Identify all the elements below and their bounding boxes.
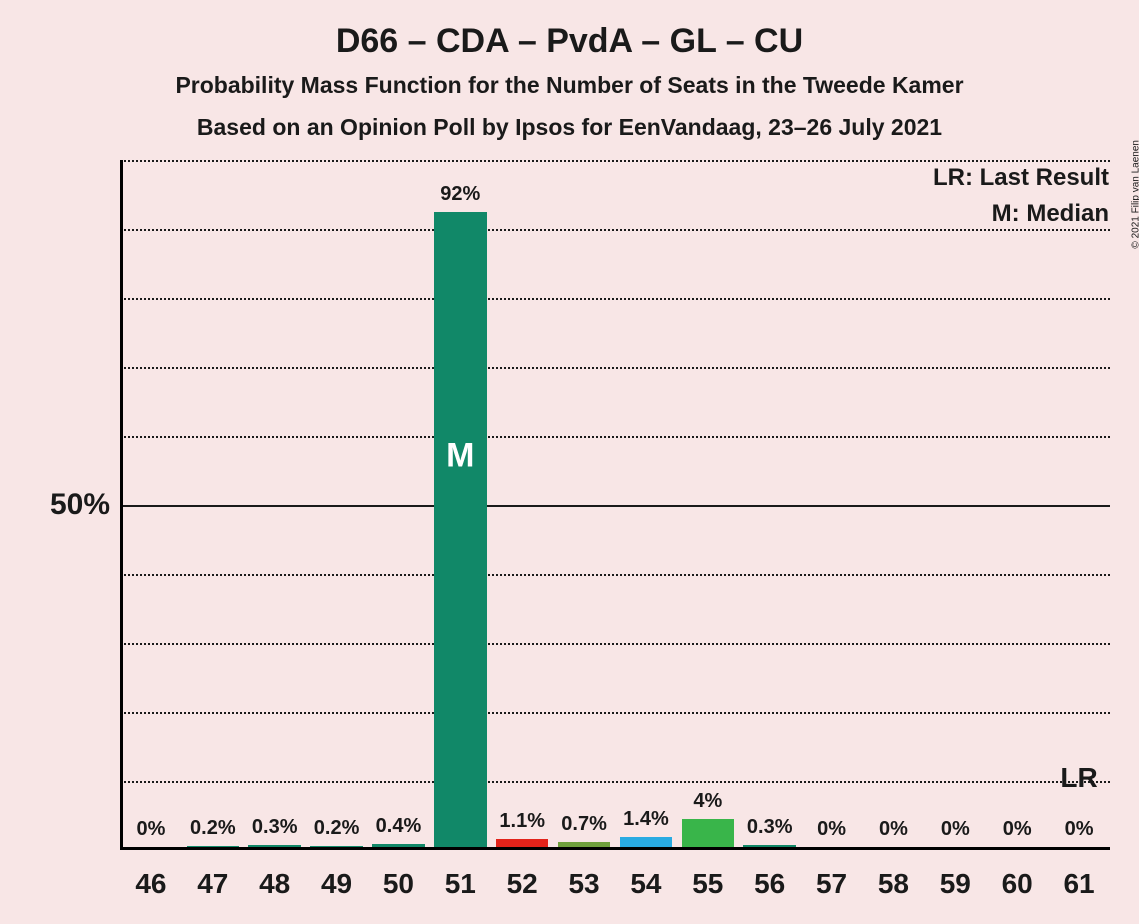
chart-subtitle-2: Based on an Opinion Poll by Ipsos for Ee…: [0, 114, 1139, 141]
bar: [743, 845, 796, 847]
gridline: [120, 643, 1110, 645]
bar-value-label: 0%: [879, 818, 908, 841]
xtick-label: 52: [507, 868, 538, 900]
xtick-label: 59: [940, 868, 971, 900]
bar-value-label: 0.3%: [252, 816, 298, 839]
bar: [248, 845, 301, 847]
x-axis: [120, 847, 1110, 850]
xtick-label: 61: [1063, 868, 1094, 900]
bar-value-label: 0%: [1003, 818, 1032, 841]
xtick-label: 55: [692, 868, 723, 900]
bar: [496, 839, 549, 847]
median-marker: M: [446, 437, 474, 476]
bar: [558, 842, 611, 847]
xtick-label: 49: [321, 868, 352, 900]
bar-value-label: 0%: [817, 818, 846, 841]
gridline: [120, 505, 1110, 507]
bar-value-label: 0.3%: [747, 816, 793, 839]
chart-subtitle-1: Probability Mass Function for the Number…: [0, 72, 1139, 99]
bar-value-label: 92%: [440, 183, 480, 206]
plot-area: [120, 160, 1110, 850]
bar-value-label: 1.4%: [623, 808, 669, 831]
bar: [434, 212, 487, 847]
bar-value-label: 0.4%: [376, 815, 422, 838]
bar-value-label: 0.2%: [314, 817, 360, 840]
gridline: [120, 436, 1110, 438]
gridline: [120, 781, 1110, 783]
xtick-label: 54: [630, 868, 661, 900]
xtick-label: 50: [383, 868, 414, 900]
xtick-label: 58: [878, 868, 909, 900]
gridline: [120, 712, 1110, 714]
xtick-label: 48: [259, 868, 290, 900]
bar-value-label: 4%: [693, 790, 722, 813]
bar: [620, 837, 673, 847]
y-axis: [120, 160, 123, 850]
gridline: [120, 574, 1110, 576]
bar-value-label: 0%: [941, 818, 970, 841]
bar-value-label: 1.1%: [499, 810, 545, 833]
xtick-label: 56: [754, 868, 785, 900]
chart-title: D66 – CDA – PvdA – GL – CU: [0, 22, 1139, 61]
xtick-label: 57: [816, 868, 847, 900]
bar-value-label: 0%: [136, 818, 165, 841]
gridline: [120, 367, 1110, 369]
bar-value-label: 0.7%: [561, 813, 607, 836]
copyright-text: © 2021 Filip van Laenen: [1131, 140, 1139, 249]
gridline: [120, 160, 1110, 162]
bar: [682, 819, 735, 847]
lr-marker: LR: [1060, 762, 1097, 794]
chart-root: D66 – CDA – PvdA – GL – CU Probability Ma…: [0, 0, 1139, 924]
xtick-label: 47: [197, 868, 228, 900]
xtick-label: 51: [445, 868, 476, 900]
ytick-label: 50%: [20, 488, 110, 522]
bar-value-label: 0%: [1065, 818, 1094, 841]
xtick-label: 46: [135, 868, 166, 900]
xtick-label: 53: [568, 868, 599, 900]
bar: [310, 846, 363, 847]
gridline: [120, 298, 1110, 300]
bar: [187, 846, 240, 847]
gridline: [120, 229, 1110, 231]
bar: [372, 844, 425, 847]
xtick-label: 60: [1002, 868, 1033, 900]
bar-value-label: 0.2%: [190, 817, 236, 840]
